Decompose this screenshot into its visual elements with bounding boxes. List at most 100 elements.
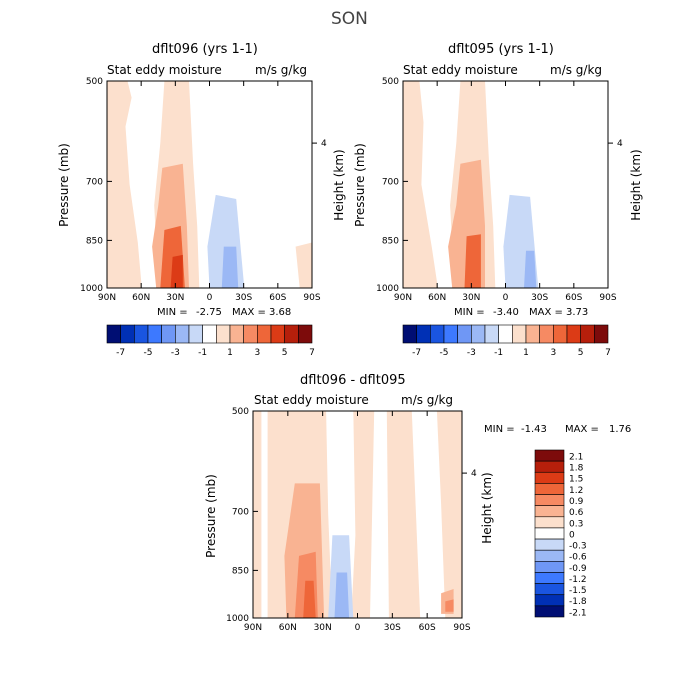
contour-region xyxy=(334,572,350,618)
colorbar-label: -2.1 xyxy=(569,608,587,618)
x-tick-label: 0 xyxy=(503,293,509,303)
colorbar-label: 3 xyxy=(550,348,556,358)
colorbar-label: -0.6 xyxy=(569,553,587,563)
colorbar-swatch xyxy=(430,324,445,344)
colorbar-label: -7 xyxy=(412,348,421,358)
colorbar-swatch xyxy=(534,572,565,584)
field-layers xyxy=(107,81,312,288)
min-value: -3.40 xyxy=(493,307,519,318)
colorbar-label: 1 xyxy=(523,348,529,358)
contour-region xyxy=(445,599,454,612)
colorbar-label: 0.6 xyxy=(569,508,584,518)
colorbar-label: -0.3 xyxy=(569,542,587,552)
x-tick-label: 30S xyxy=(531,293,548,303)
colorbar-swatch xyxy=(594,324,609,344)
y-tick-label: 700 xyxy=(86,177,103,187)
plot-area-1 xyxy=(106,80,317,289)
colorbar-swatch xyxy=(106,324,121,344)
max-value: 1.76 xyxy=(609,424,632,435)
panel-title: dflt095 (yrs 1-1) xyxy=(448,42,554,57)
plot-area-2 xyxy=(402,80,613,289)
colorbar-label: 1.2 xyxy=(569,486,583,496)
x-tick-label: 90N xyxy=(394,293,412,303)
colorbar-label: -1.5 xyxy=(569,586,587,596)
colorbar-swatch xyxy=(298,324,313,344)
max-value: 3.73 xyxy=(566,307,589,318)
colorbar-swatch xyxy=(134,324,149,344)
panel-subtitle-left: Stat eddy moisture xyxy=(254,393,369,407)
contour-region xyxy=(524,250,537,288)
panel-title: dflt096 - dflt095 xyxy=(300,373,406,388)
colorbar-swatch xyxy=(534,505,565,518)
y-tick-label: 1000 xyxy=(376,284,399,294)
colorbar-label: 1.8 xyxy=(569,464,584,474)
y-tick-label: 500 xyxy=(382,77,399,87)
colorbar-label: 7 xyxy=(309,348,315,358)
colorbar-swatch xyxy=(270,324,285,344)
colorbar-swatch xyxy=(553,324,568,344)
field-layers xyxy=(253,411,462,618)
colorbar-swatch xyxy=(161,324,176,344)
colorbar-swatch xyxy=(580,324,595,344)
colorbar-swatch xyxy=(534,527,565,540)
colorbar-swatch xyxy=(512,324,527,344)
colorbar-swatch xyxy=(416,324,431,344)
colorbar-label: 3 xyxy=(254,348,260,358)
colorbar-swatch xyxy=(457,324,472,344)
max-label: MAX = xyxy=(232,307,266,318)
colorbar-label: 1.5 xyxy=(569,475,583,485)
contour-region xyxy=(303,580,316,618)
x-tick-label: 90S xyxy=(599,293,616,303)
x-tick-label: 60N xyxy=(428,293,446,303)
colorbar-swatch xyxy=(229,324,244,344)
colorbar-swatch xyxy=(402,324,417,344)
colorbar-swatch xyxy=(498,324,513,344)
colorbar-label: 7 xyxy=(605,348,611,358)
contour-region xyxy=(261,411,268,618)
y-tick-label: 1000 xyxy=(80,284,103,294)
colorbar-label: 0 xyxy=(569,530,575,540)
panel-subtitle-right: m/s g/kg xyxy=(255,63,308,77)
y-tick-label: 500 xyxy=(86,77,103,87)
colorbar-swatch xyxy=(284,324,299,344)
contour-region xyxy=(370,411,389,618)
colorbar-label: -1.2 xyxy=(569,575,587,585)
panel-title: dflt096 (yrs 1-1) xyxy=(152,42,258,57)
main-title: SON xyxy=(331,9,368,29)
contour-region xyxy=(403,81,438,288)
min-value: -1.43 xyxy=(521,424,547,435)
x-tick-label: 90N xyxy=(98,293,116,303)
x-tick-label: 60N xyxy=(279,623,297,633)
field-layers xyxy=(403,81,608,288)
x-tick-label: 90S xyxy=(453,623,470,633)
colorbar-label: 2.1 xyxy=(569,452,583,462)
colorbar-label: 1 xyxy=(227,348,233,358)
colorbar-swatch xyxy=(202,324,217,344)
y-tick-label: 700 xyxy=(232,507,249,517)
max-value: 3.68 xyxy=(269,307,292,318)
contour-region xyxy=(464,234,481,288)
panel-subtitle-right: m/s g/kg xyxy=(550,63,603,77)
colorbar-3 xyxy=(534,449,565,618)
colorbar-swatch xyxy=(484,324,499,344)
plot-area-3 xyxy=(252,410,467,619)
y-tick-label: 500 xyxy=(232,407,249,417)
colorbar-swatch xyxy=(566,324,581,344)
y-tick-label: 850 xyxy=(232,566,249,576)
colorbar-swatch xyxy=(216,324,231,344)
max-label: MAX = xyxy=(565,424,599,435)
contour-region xyxy=(295,242,312,288)
panel-subtitle-left: Stat eddy moisture xyxy=(403,63,518,77)
x-tick-label: 60S xyxy=(269,293,286,303)
max-label: MAX = xyxy=(529,307,563,318)
colorbar-label: -7 xyxy=(116,348,125,358)
colorbar-swatch xyxy=(120,324,135,344)
colorbar-swatch xyxy=(534,460,565,473)
panel-subtitle-left: Stat eddy moisture xyxy=(107,63,222,77)
colorbar-swatch xyxy=(188,324,203,344)
x-tick-label: 30N xyxy=(462,293,480,303)
contour-region xyxy=(221,246,239,288)
colorbar-swatch xyxy=(534,494,565,506)
contour-region xyxy=(107,81,142,288)
colorbar-swatch xyxy=(534,471,565,484)
